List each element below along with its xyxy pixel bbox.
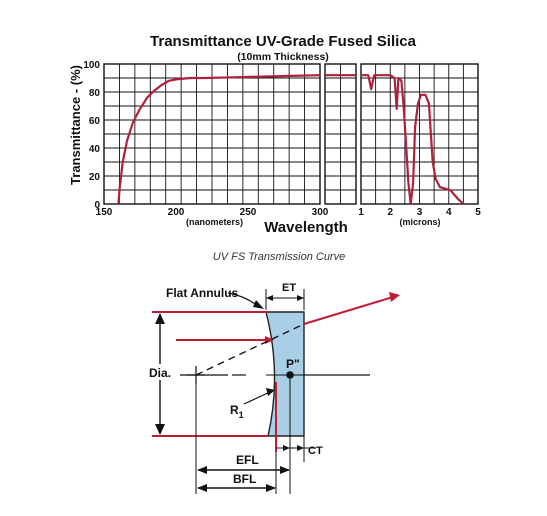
efl-arrowhead-right — [280, 466, 290, 474]
ct-arrowhead-right — [283, 445, 290, 451]
exit-ray — [303, 296, 394, 325]
chart-title: Transmittance UV-Grade Fused Silica — [150, 33, 417, 50]
principal-point-label: P" — [286, 357, 300, 371]
x-tick-label: 250 — [240, 207, 257, 218]
y-tick-label: 40 — [89, 144, 101, 155]
x-tick-label: 2 — [387, 207, 393, 218]
et-arrowhead-right — [297, 295, 304, 301]
y-tick-label: 20 — [89, 172, 101, 183]
r1-label: R1 — [230, 403, 244, 420]
transmittance-chart: Transmittance UV-Grade Fused Silica (10m… — [68, 33, 481, 263]
y-tick-labels: 0 20 40 60 80 100 — [83, 60, 100, 211]
x-tick-label: 5 — [475, 207, 481, 218]
exit-ray-arrowhead — [389, 292, 400, 302]
y-axis-label: Transmittance - (%) — [68, 65, 83, 185]
nanometers-unit-label: (nanometers) — [186, 217, 243, 227]
et-label: ET — [282, 282, 296, 294]
flat-annulus-label: Flat Annulus — [166, 286, 239, 300]
et-arrowhead-left — [266, 295, 273, 301]
bfl-label: BFL — [233, 472, 256, 486]
x-tick-label: 1 — [358, 207, 364, 218]
panel-ir: 1 2 3 4 5 — [358, 63, 481, 218]
ct-arrowhead-left — [297, 445, 304, 451]
r1-arrowhead — [266, 388, 275, 396]
dia-arrowhead-bottom — [155, 424, 165, 435]
x-tick-label: 4 — [446, 207, 452, 218]
chart-caption: UV FS Transmission Curve — [213, 251, 345, 263]
y-tick-label: 60 — [89, 116, 101, 127]
bfl-arrowhead-right — [266, 484, 276, 492]
panel-uv: 150 200 250 300 — [96, 63, 329, 218]
efl-arrowhead-left — [197, 466, 207, 474]
principal-point — [286, 371, 294, 379]
x-tick-label: 150 — [96, 207, 113, 218]
ct-label: CT — [308, 445, 323, 457]
virtual-ray — [195, 323, 305, 376]
transmittance-curve-uv — [117, 74, 321, 205]
r1-leader — [243, 391, 271, 405]
x-axis-label: Wavelength — [264, 219, 348, 236]
microns-unit-label: (microns) — [399, 217, 440, 227]
chart-subtitle: (10mm Thickness) — [237, 51, 329, 63]
dia-label-background — [146, 364, 176, 380]
x-tick-label: 300 — [312, 207, 329, 218]
panel-visible — [324, 63, 357, 205]
bfl-arrowhead-left — [197, 484, 207, 492]
dia-arrowhead-top — [155, 313, 165, 324]
y-tick-label: 0 — [94, 200, 100, 211]
lens-body — [265, 311, 305, 437]
transmittance-curve-ir — [361, 74, 465, 206]
efl-label: EFL — [236, 453, 259, 467]
x-tick-label: 3 — [417, 207, 423, 218]
y-tick-label: 100 — [83, 60, 100, 71]
lens-diagram: Flat Annulus ET Dia. P" R1 CT EFL — [146, 282, 400, 494]
dia-label: Dia. — [149, 366, 171, 380]
x-tick-label: 200 — [168, 207, 185, 218]
y-tick-label: 80 — [89, 88, 101, 99]
flat-annulus-arrowhead — [253, 300, 264, 309]
